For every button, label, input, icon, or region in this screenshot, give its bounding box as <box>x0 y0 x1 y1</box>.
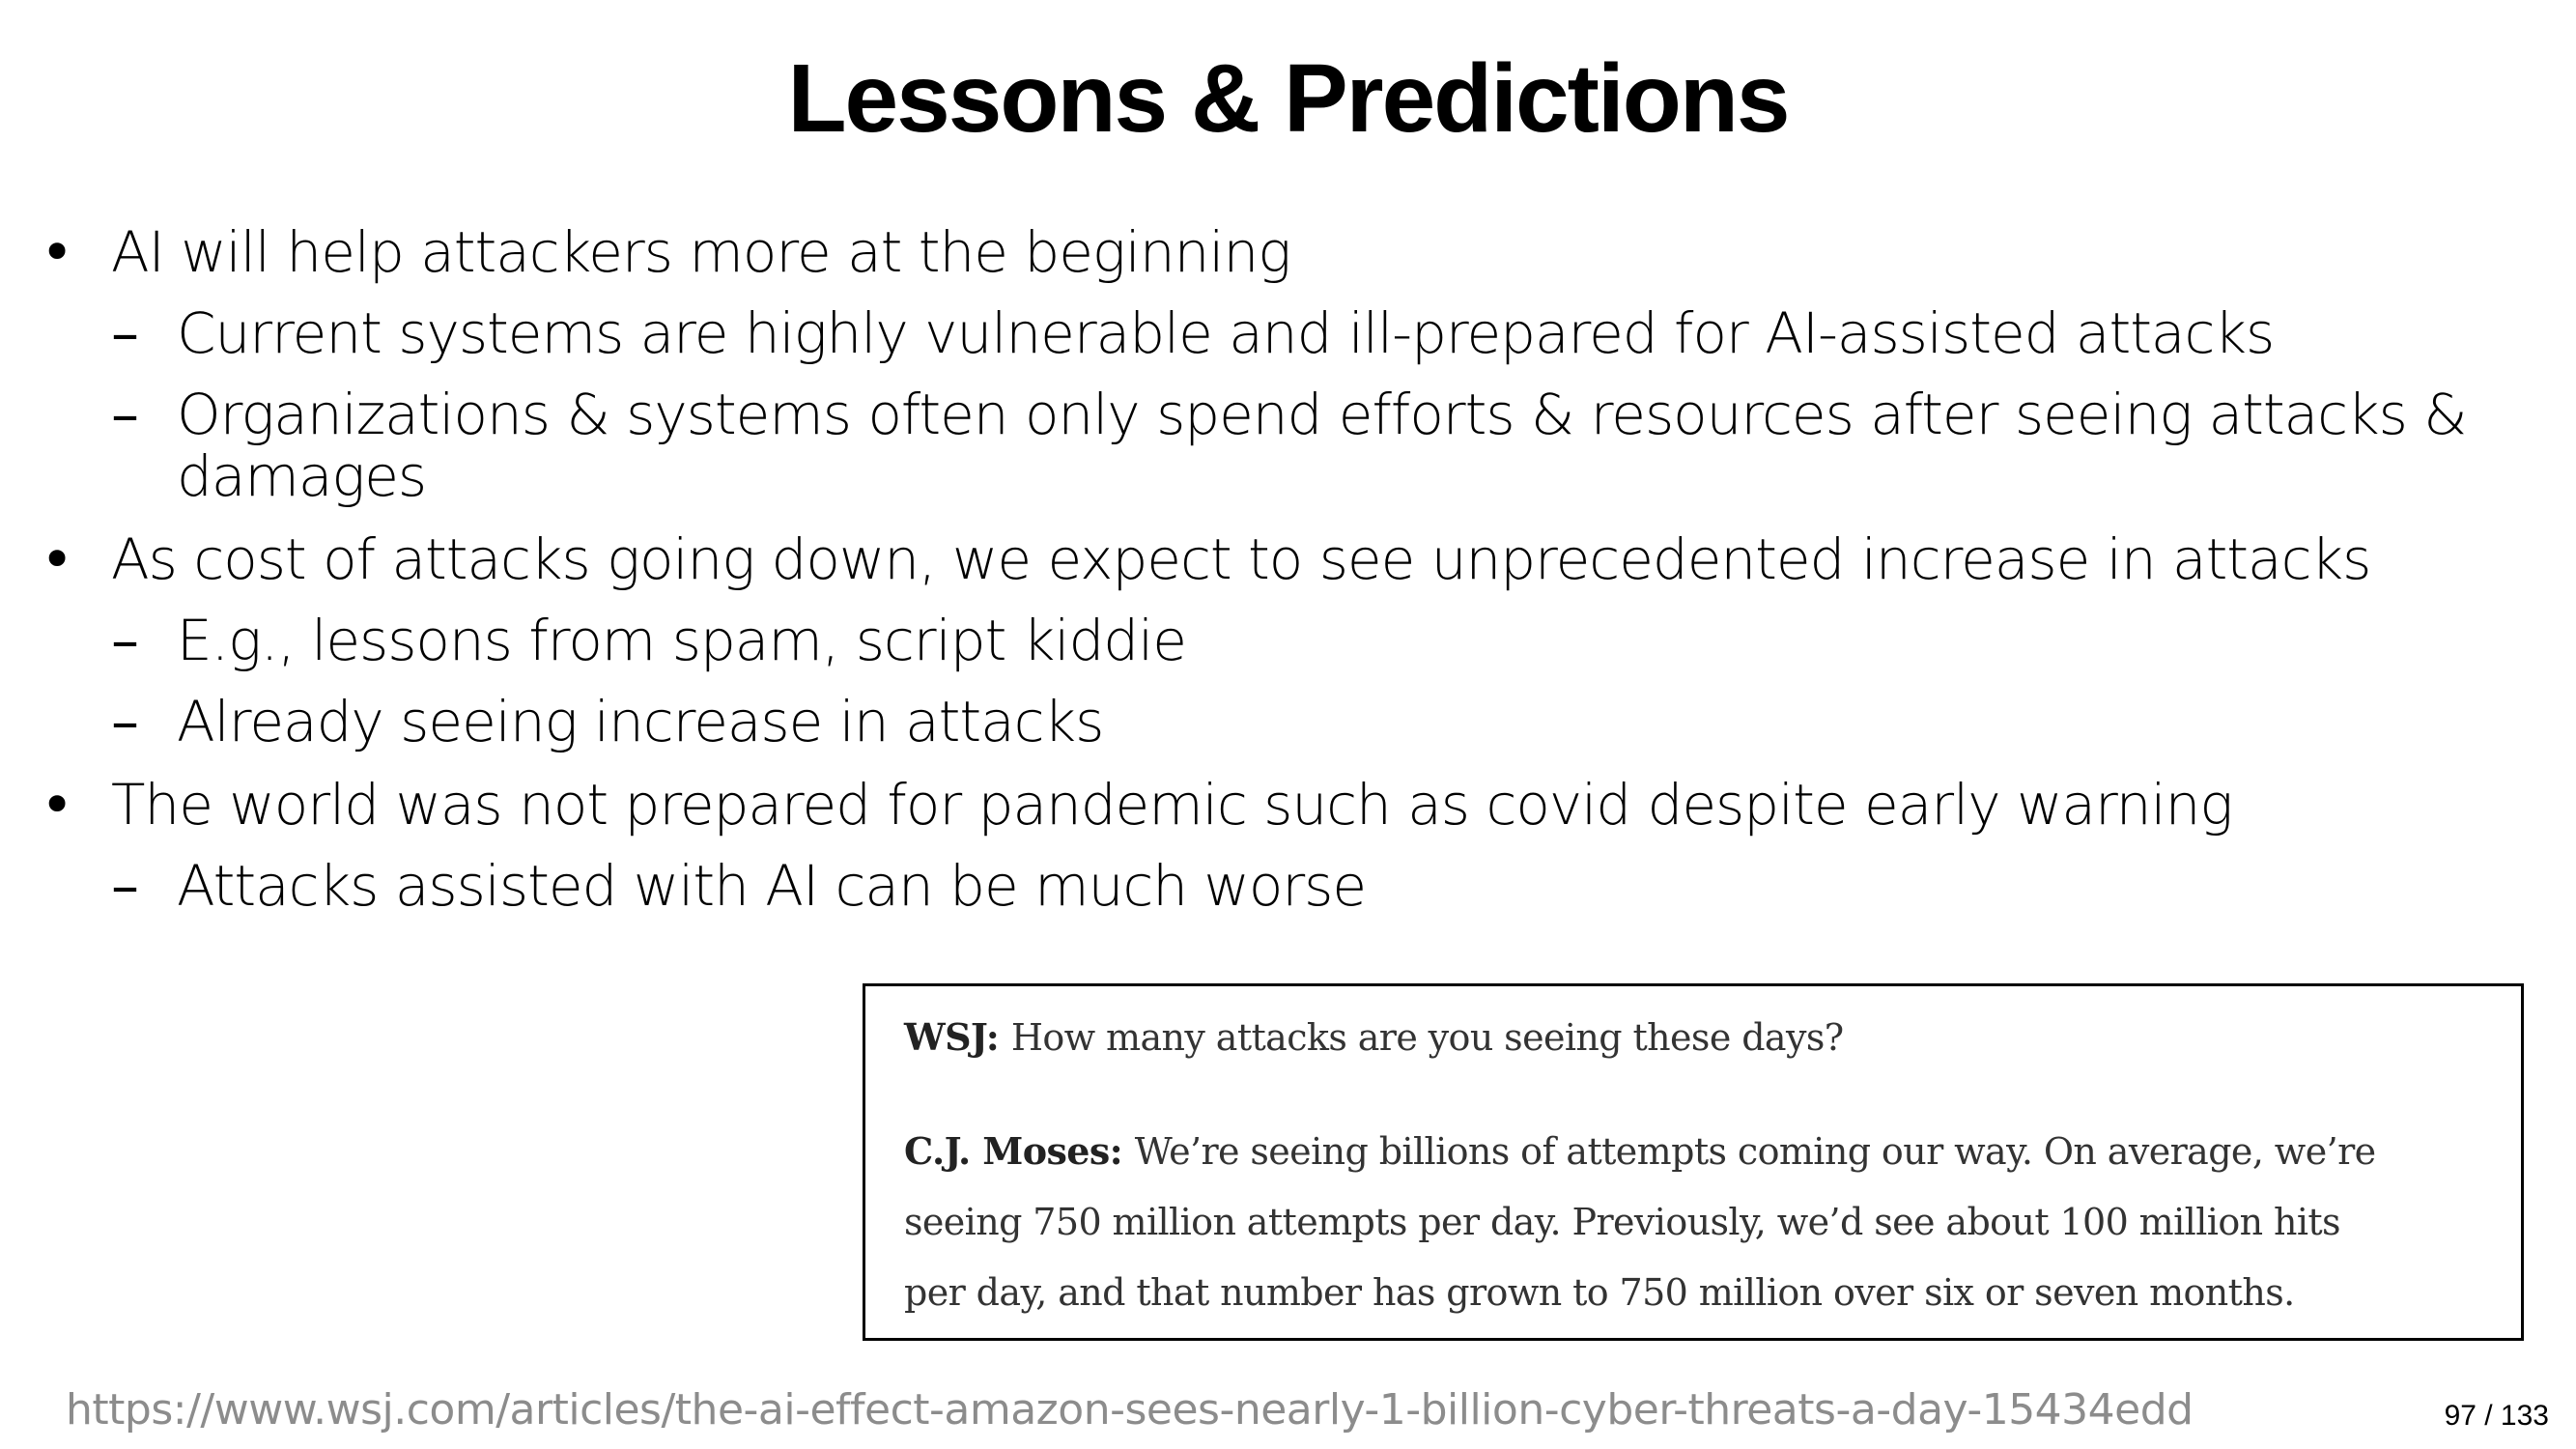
bullet-list: • AI will help attackers more at the beg… <box>41 219 2468 919</box>
bullet-marker: • <box>41 772 74 838</box>
quote-question-line: WSJ: How many attacks are you seeing the… <box>904 1015 1844 1059</box>
quote-box: WSJ: How many attacks are you seeing the… <box>863 983 2524 1341</box>
sub-bullet-marker: – <box>111 689 139 754</box>
sub-bullet-text: E.g., lessons from spam, script kiddie <box>177 608 1187 673</box>
source-url: https://www.wsj.com/articles/the-ai-effe… <box>66 1385 2194 1435</box>
quote-question-text: How many attacks are you seeing these da… <box>1010 1016 1844 1059</box>
quote-answer-line-2: seeing 750 million attempts per day. Pre… <box>904 1201 2341 1243</box>
bullet-text: The world was not prepared for pandemic … <box>111 772 2233 838</box>
bullet-text: As cost of attacks going down, we expect… <box>111 526 2371 592</box>
quote-answer-line-3: per day, and that number has grown to 75… <box>904 1271 2295 1314</box>
sub-bullet-text: Already seeing increase in attacks <box>177 689 1104 754</box>
sub-bullet-marker: – <box>111 300 139 366</box>
sub-bullet-marker: – <box>111 608 139 673</box>
sub-bullet-text: Organizations & systems often only spend… <box>177 382 2468 447</box>
quote-answer-line-1: C.J. Moses: We’re seeing billions of att… <box>904 1129 2376 1173</box>
sub-bullet-text: Attacks assisted with AI can be much wor… <box>177 853 1367 919</box>
sub-bullet-marker: – <box>111 853 139 919</box>
bullet-marker: • <box>41 526 74 592</box>
page-number: 97 / 133 <box>2444 1400 2549 1432</box>
bullet-text: AI will help attackers more at the begin… <box>111 219 1291 285</box>
sub-bullet-continuation: damages <box>177 443 427 509</box>
slide-title: Lessons & Predictions <box>787 44 1790 153</box>
quote-answer-speaker: C.J. Moses: <box>904 1129 1135 1173</box>
quote-question-speaker: WSJ: <box>904 1015 1011 1059</box>
quote-answer-text-1: We’re seeing billions of attempts coming… <box>1134 1130 2376 1173</box>
sub-bullet-text: Current systems are highly vulnerable an… <box>177 300 2275 366</box>
bullet-marker: • <box>41 219 74 285</box>
sub-bullet-marker: – <box>111 382 139 447</box>
